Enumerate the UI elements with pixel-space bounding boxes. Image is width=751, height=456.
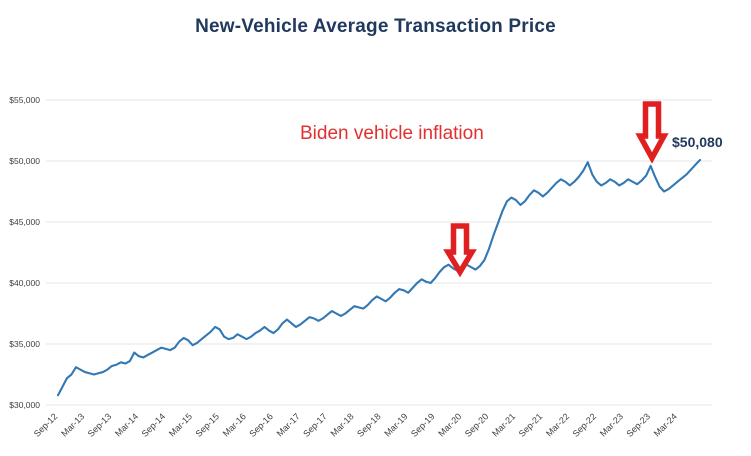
x-axis-tick-label: Sep-14 <box>140 411 168 439</box>
end-value-label: $50,080 <box>672 134 723 150</box>
x-axis-tick-label: Sep-17 <box>301 411 329 439</box>
x-axis-tick-label: Sep-12 <box>32 411 60 439</box>
x-axis-tick-label: Sep-15 <box>193 411 221 439</box>
arrow-jan-2021-icon <box>443 223 477 278</box>
x-axis-tick-label: Mar-22 <box>544 411 571 438</box>
x-axis-tick-label: Sep-23 <box>624 411 652 439</box>
x-axis-tick-label: Mar-19 <box>382 411 409 438</box>
x-axis-tick-labels: Sep-12 Mar-13 Sep-13 Mar-14 Sep-14 Mar-15 Sep-… <box>32 411 679 439</box>
y-axis-tick-label: $45,000 <box>9 217 40 227</box>
y-axis-tick-labels: $30,000 $35,000 $40,000 $45,000 $50,000 $55,0… <box>9 95 40 410</box>
arrow-jul-2024-icon <box>635 101 669 164</box>
x-axis-tick-label: Sep-19 <box>409 411 437 439</box>
annotation-biden-vehicle-inflation: Biden vehicle inflation <box>300 123 484 144</box>
y-axis-tick-label: $40,000 <box>9 278 40 288</box>
y-axis-tick-label: $35,000 <box>9 339 40 349</box>
x-axis-tick-label: Sep-18 <box>355 411 383 439</box>
x-axis-tick-label: Mar-13 <box>59 411 86 438</box>
x-axis-tick-label: Mar-16 <box>221 411 248 438</box>
x-axis-tick-label: Mar-21 <box>490 411 517 438</box>
x-axis-tick-label: Mar-17 <box>275 411 302 438</box>
x-axis-tick-label: Mar-15 <box>167 411 194 438</box>
gridlines-group <box>46 99 712 406</box>
x-axis-tick-label: Sep-13 <box>86 411 114 439</box>
x-axis-tick-label: Mar-20 <box>436 411 463 438</box>
page-title: New-Vehicle Average Transaction Price <box>195 16 556 37</box>
x-axis-tick-label: Sep-16 <box>247 411 275 439</box>
x-axis-tick-label: Mar-23 <box>598 411 625 438</box>
price-line-series <box>56 158 702 397</box>
x-axis-tick-label: Sep-22 <box>571 411 599 439</box>
x-axis-tick-label: Mar-24 <box>652 411 679 438</box>
y-axis-tick-label: $55,000 <box>9 95 40 105</box>
y-axis-tick-label: $30,000 <box>9 400 40 410</box>
y-axis-tick-label: $50,000 <box>9 156 40 166</box>
x-axis-tick-label: Sep-21 <box>517 411 545 439</box>
x-axis-tick-label: Sep-20 <box>463 411 491 439</box>
x-axis-tick-label: Mar-14 <box>113 411 140 438</box>
x-axis-tick-label: Mar-18 <box>328 411 355 438</box>
